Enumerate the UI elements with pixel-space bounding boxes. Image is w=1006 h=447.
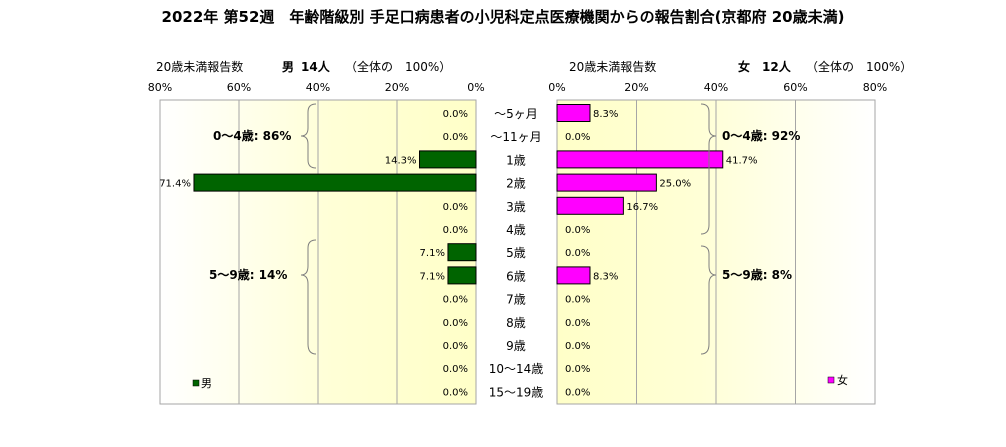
- left-brace-0-4: [300, 103, 317, 169]
- right-group-label-0-4: 0～4歳: 92%: [722, 128, 800, 143]
- female-bar: [556, 150, 724, 169]
- male-data-label: 7.1%: [420, 248, 445, 259]
- male-data-label: 7.1%: [420, 271, 445, 282]
- left-header-label: 20歳未満報告数: [156, 59, 243, 74]
- male-data-label: 0.0%: [443, 109, 468, 120]
- female-data-label: 0.0%: [565, 295, 590, 306]
- female-data-label: 8.3%: [593, 271, 618, 282]
- female-bar: [556, 173, 657, 192]
- male-bar: [419, 150, 477, 169]
- female-bar: [556, 266, 591, 285]
- female-data-label: 0.0%: [565, 341, 590, 352]
- left-group-label-0-4: 0～4歳: 86%: [213, 128, 291, 143]
- female-data-label: 25.0%: [659, 179, 691, 190]
- left-x-tick-label: 20%: [385, 81, 409, 94]
- male-data-label: 0.0%: [443, 341, 468, 352]
- left-group-label-5-9: 5～9歳: 14%: [209, 267, 287, 282]
- chart-title: 2022年 第52週 年齢階級別 手足口病患者の小児科定点医療機関からの報告割合…: [162, 8, 845, 26]
- left-header-sex: 男: [282, 60, 294, 74]
- female-data-label: 0.0%: [565, 387, 590, 398]
- right-header-sex: 女: [738, 59, 750, 74]
- right-x-tick-label: 80%: [863, 81, 887, 94]
- right-x-tick-label: 20%: [624, 81, 648, 94]
- legend-male-swatch: [192, 379, 200, 387]
- left-x-tick-label: 60%: [227, 81, 251, 94]
- female-data-label: 0.0%: [565, 248, 590, 259]
- male-data-label: 0.0%: [443, 364, 468, 375]
- male-data-label: 0.0%: [443, 295, 468, 306]
- female-data-label: 0.0%: [565, 132, 590, 143]
- right-x-tick-label: 40%: [704, 81, 728, 94]
- category-label: 9歳: [506, 339, 526, 353]
- left-header-total: （全体の 100%）: [345, 59, 451, 74]
- left-x-tick-label: 80%: [148, 81, 172, 94]
- female-bar: [556, 196, 624, 215]
- male-data-label: 14.3%: [385, 155, 417, 166]
- category-label: ～11ヶ月: [490, 130, 541, 144]
- male-data-label: 0.0%: [443, 225, 468, 236]
- male-data-label: 71.4%: [159, 179, 191, 190]
- right-x-tick-label: 0%: [548, 81, 565, 94]
- left-x-tick-label: 40%: [306, 81, 330, 94]
- category-label: 15～19歳: [489, 385, 544, 399]
- legend-male-label: 男: [201, 377, 212, 390]
- male-data-label: 0.0%: [443, 318, 468, 329]
- female-data-label: 41.7%: [726, 155, 758, 166]
- right-header-count: 12人: [762, 59, 792, 74]
- category-label: 4歳: [506, 223, 526, 237]
- female-data-label: 0.0%: [565, 318, 590, 329]
- category-label: 5歳: [506, 246, 526, 260]
- legend-female-label: 女: [837, 373, 848, 387]
- right-header-total: （全体の 100%）: [806, 59, 912, 74]
- male-data-label: 0.0%: [443, 387, 468, 398]
- male-bar: [447, 266, 477, 285]
- right-brace-0-4: [700, 103, 717, 235]
- category-label: 7歳: [506, 293, 526, 307]
- category-label: 1歳: [506, 153, 526, 167]
- male-bar: [193, 173, 477, 192]
- male-data-label: 0.0%: [443, 202, 468, 213]
- category-label: 2歳: [506, 177, 526, 191]
- right-x-tick-label: 60%: [783, 81, 807, 94]
- female-data-label: 0.0%: [565, 364, 590, 375]
- category-label: 6歳: [506, 269, 526, 283]
- legend-female-swatch: [827, 376, 835, 384]
- category-label: 3歳: [506, 200, 526, 214]
- female-data-label: 8.3%: [593, 109, 618, 120]
- left-x-tick-label: 0%: [467, 81, 484, 94]
- male-data-label: 0.0%: [443, 132, 468, 143]
- female-data-label: 16.7%: [626, 202, 658, 213]
- female-data-label: 0.0%: [565, 225, 590, 236]
- left-brace-5-9: [300, 239, 317, 355]
- category-label: 8歳: [506, 316, 526, 330]
- female-bar: [556, 104, 591, 122]
- right-brace-5-9: [700, 245, 717, 355]
- right-header-label: 20歳未満報告数: [569, 59, 656, 74]
- left-header-count: 14人: [301, 59, 331, 74]
- right-group-label-5-9: 5～9歳: 8%: [722, 267, 792, 282]
- category-label: ～5ヶ月: [494, 107, 538, 121]
- male-bar: [447, 243, 477, 262]
- category-label: 10～14歳: [489, 362, 544, 376]
